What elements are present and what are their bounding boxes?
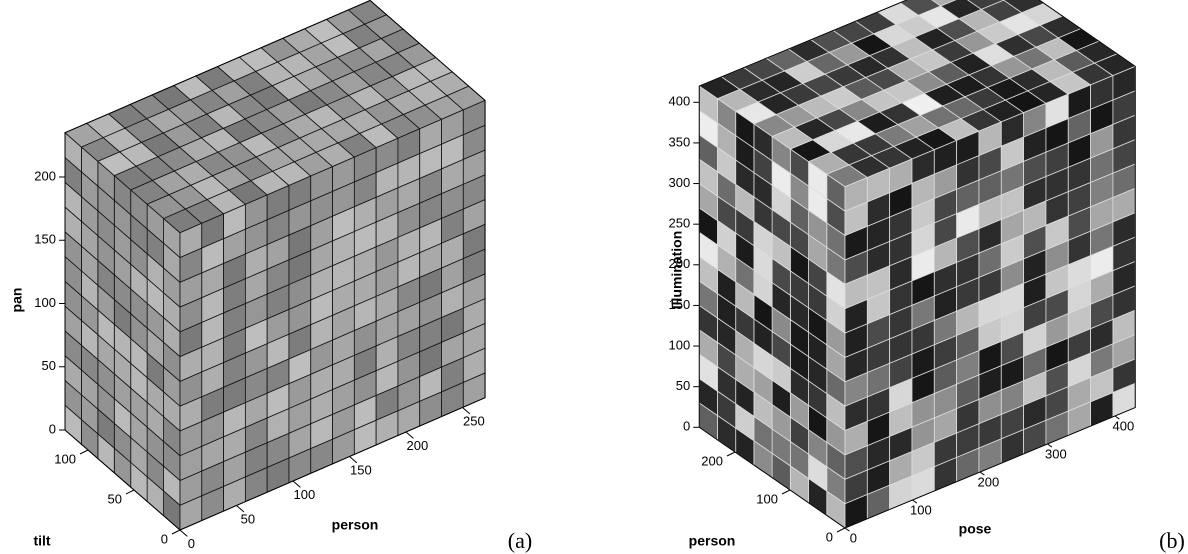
y-tick: [727, 452, 735, 456]
x-tick-label: 250: [463, 413, 485, 428]
y-tick: [837, 528, 845, 532]
x-axis-label: pose: [959, 521, 992, 537]
y-axis-label: tilt: [33, 533, 50, 549]
x-tick: [180, 530, 187, 536]
y-tick: [80, 450, 88, 454]
z-tick-label: 50: [42, 358, 56, 373]
z-tick-label: 250: [669, 216, 691, 231]
y-tick-label: 0: [826, 529, 833, 544]
x-tick-label: 100: [294, 487, 316, 502]
x-axis-label: person: [332, 517, 379, 533]
z-tick-label: 0: [683, 419, 690, 434]
z-tick-label: 300: [669, 175, 691, 190]
y-tick: [782, 490, 790, 494]
x-tick-label: 200: [978, 474, 1000, 489]
panel-label: (a): [508, 528, 532, 553]
y-tick-label: 100: [756, 491, 778, 506]
y-tick-label: 50: [108, 491, 122, 506]
y-tick-label: 0: [161, 531, 168, 546]
y-tick: [126, 490, 134, 494]
y-axis-label: person: [689, 533, 736, 549]
z-axis-label: Illumination: [669, 231, 685, 310]
x-tick-label: 200: [407, 438, 429, 453]
y-tick: [172, 530, 180, 534]
x-tick-label: 0: [850, 530, 857, 545]
x-tick-label: 300: [1045, 446, 1067, 461]
z-tick-label: 0: [49, 421, 56, 436]
z-tick-label: 150: [34, 232, 56, 247]
figure: 0 50 100 150 200 250 0 50 100 0 50 100 150 200 person t…: [0, 0, 1188, 554]
y-tick-label: 100: [54, 451, 76, 466]
z-tick-label: 350: [669, 134, 691, 149]
y-tick-label: 200: [701, 453, 723, 468]
x-tick-label: 150: [350, 462, 372, 477]
panel-label: (b): [1159, 528, 1185, 553]
z-tick-label: 200: [34, 168, 56, 183]
x-tick-label: 0: [188, 536, 195, 551]
x-tick-label: 400: [1113, 418, 1135, 433]
z-tick-label: 100: [34, 295, 56, 310]
z-tick-label: 400: [669, 94, 691, 109]
z-axis-label: pan: [9, 288, 25, 313]
x-tick-label: 100: [910, 502, 932, 517]
cube-panel: 0100200300400010020005010015020025030035…: [669, 0, 1185, 553]
z-tick-label: 100: [669, 337, 691, 352]
x-tick: [845, 528, 849, 531]
cube-panel: 0 50 100 150 200 250 0 50 100 0 50 100 150 200 person t…: [9, 0, 533, 553]
x-tick-label: 50: [241, 511, 255, 526]
z-tick-label: 50: [676, 378, 690, 393]
